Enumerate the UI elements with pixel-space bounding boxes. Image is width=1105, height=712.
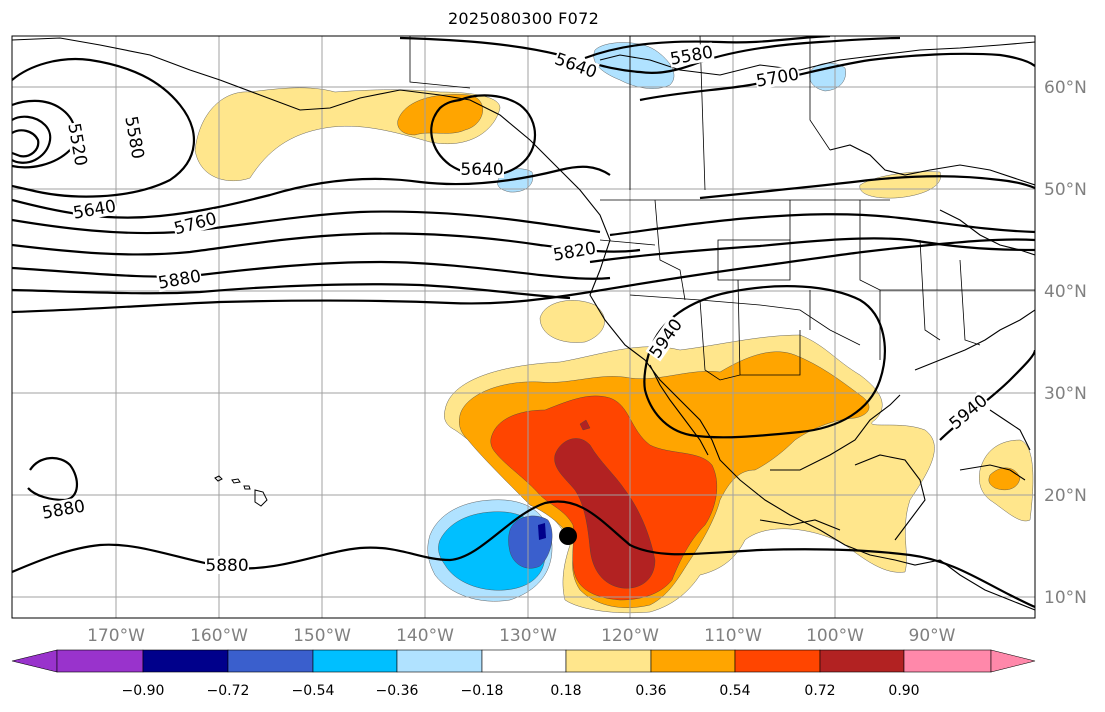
contour-label-5580-alaska: 5580 [669, 42, 715, 69]
colorbar-tick-label: −0.36 [375, 683, 419, 699]
lon-label-90w: 90°W [908, 626, 956, 646]
colorbar-extend-low [11, 649, 58, 673]
anomaly-negative-level4 [538, 523, 546, 540]
contour-label-5880-hawaii: 5880 [41, 496, 87, 523]
colorbar-bin-2 [142, 649, 229, 673]
lon-label-120w: 120°W [601, 626, 659, 646]
colorbar-tick-label: 0.36 [635, 683, 667, 699]
colorbar-tick-label: 0.18 [550, 683, 582, 699]
colorbar-bin-3 [227, 649, 314, 673]
contour-label-5640-bc: 5640 [460, 160, 503, 180]
lat-label-30n: 30°N [1044, 384, 1087, 404]
colorbar-bin-1 [56, 649, 144, 673]
colorbar-tick-label: −0.90 [121, 683, 165, 699]
contour-label-5580-west: 5580 [120, 115, 147, 161]
height-contours [12, 36, 1035, 609]
hawaii-islands [214, 475, 268, 507]
lon-label-160w: 160°W [190, 626, 248, 646]
lon-label-170w: 170°W [87, 626, 145, 646]
colorbar-tick-label: 0.72 [804, 683, 836, 699]
lat-label-50n: 50°N [1044, 180, 1087, 200]
colorbar [11, 649, 1036, 673]
map-title: 2025080300 F072 [447, 9, 600, 28]
lon-label-110w: 110°W [704, 626, 762, 646]
contour-labels: 5640 5580 5700 5520 5580 5640 5760 5880 … [40, 42, 992, 576]
lat-label-60n: 60°N [1044, 78, 1087, 98]
lat-label-20n: 20°N [1044, 486, 1087, 506]
colorbar-tick-label: 0.90 [888, 683, 920, 699]
colorbar-tick-label: 0.54 [719, 683, 751, 699]
colorbar-bin-7 [565, 649, 652, 673]
lat-label-40n: 40°N [1044, 282, 1087, 302]
lat-lon-grid [12, 36, 1035, 618]
colorbar-bin-5 [396, 649, 483, 673]
storm-center-marker [559, 527, 577, 545]
colorbar-bin-11 [903, 649, 992, 673]
contour-label-5880-west: 5880 [157, 266, 203, 293]
lat-label-10n: 10°N [1044, 588, 1087, 608]
contour-label-5520: 5520 [63, 122, 90, 168]
map-frame [11, 35, 1036, 619]
colorbar-bin-4 [312, 649, 398, 673]
lon-label-150w: 150°W [293, 626, 351, 646]
contour-label-5940-east: 5940 [946, 391, 992, 434]
lon-label-100w: 100°W [806, 626, 864, 646]
contour-label-5880-south: 5880 [205, 556, 248, 576]
colorbar-bin-9 [734, 649, 821, 673]
colorbar-bin-6 [481, 649, 567, 673]
colorbar-bin-10 [819, 649, 905, 673]
lon-label-130w: 130°W [499, 626, 557, 646]
contour-label-5640-west: 5640 [72, 196, 118, 223]
colorbar-bin-8 [650, 649, 736, 673]
contour-label-5700: 5700 [755, 64, 801, 91]
lon-label-140w: 140°W [396, 626, 454, 646]
colorbar-tick-label: −0.72 [206, 683, 250, 699]
colorbar-tick-label: −0.54 [291, 683, 335, 699]
colorbar-extend-high [990, 649, 1036, 673]
colorbar-tick-label: −0.18 [460, 683, 504, 699]
coastlines [12, 37, 1035, 611]
